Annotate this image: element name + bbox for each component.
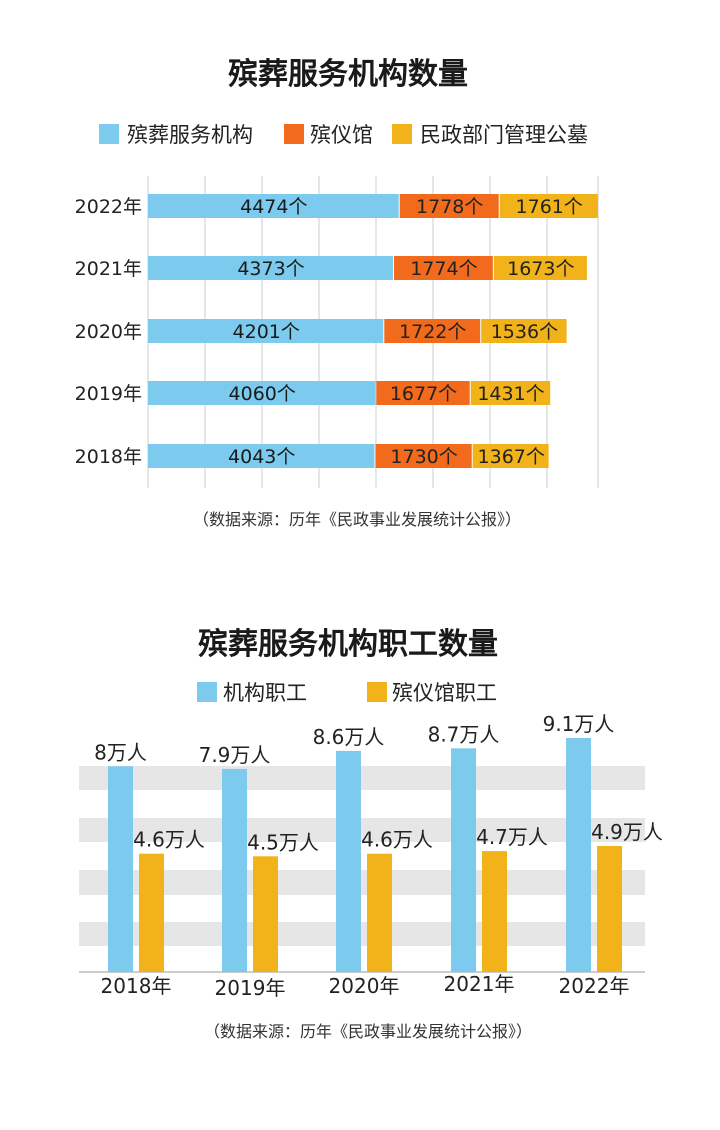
staff-count-chart: 殡葬服务机构职工数量 机构职工 殡仪馆职工 8万人 4.6万人 7.9万人 4.5万人… bbox=[79, 627, 663, 1041]
x-tick-label: 2020年 bbox=[329, 974, 400, 998]
institution-count-chart: 殡葬服务机构数量 殡葬服务机构 殡仪馆 民政部门管理公墓 2022年2021年2… bbox=[75, 57, 599, 529]
x-tick-label: 2022年 bbox=[559, 974, 630, 998]
bar bbox=[451, 748, 476, 972]
chart2-source-note: （数据来源：历年《民政事业发展统计公报》） bbox=[204, 1022, 532, 1041]
bar bbox=[482, 851, 507, 972]
value-label: 8.6万人 bbox=[313, 725, 385, 749]
x-tick-label: 2018年 bbox=[101, 974, 172, 998]
legend-swatch-funeral-home-staff bbox=[367, 682, 387, 702]
bar-segment bbox=[394, 256, 493, 280]
bar-segment bbox=[376, 381, 470, 405]
segment-label: 1431个 bbox=[477, 383, 544, 405]
chart1-row-labels: 2022年 2021年 2020年 2019年 2018年 bbox=[75, 196, 142, 468]
value-label: 4.6万人 bbox=[361, 828, 433, 852]
value-label: 4.9万人 bbox=[591, 820, 663, 844]
value-label: 4.7万人 bbox=[476, 825, 548, 849]
segment-label: 4060个 bbox=[229, 383, 296, 405]
chart2-value-labels: 8万人 4.6万人 7.9万人 4.5万人 8.6万人 4.6万人 8.7万人 4.7万人 9.… bbox=[94, 712, 663, 854]
bar-segment bbox=[472, 444, 549, 468]
background-band bbox=[79, 870, 645, 895]
segment-label: 4201个 bbox=[233, 321, 300, 343]
chart2-legend: 机构职工 殡仪馆职工 bbox=[197, 681, 497, 705]
row-label: 2019年 bbox=[75, 383, 142, 405]
row-label: 2020年 bbox=[75, 321, 142, 343]
row-label: 2018年 bbox=[75, 446, 142, 468]
chart2-x-labels: 2018年 2019年 2020年 2021年 2022年 bbox=[101, 972, 630, 1000]
value-label: 7.9万人 bbox=[199, 743, 271, 767]
bar-segment bbox=[148, 444, 375, 468]
chart2-background-bands bbox=[79, 766, 645, 946]
x-tick-label: 2021年 bbox=[444, 972, 515, 996]
segment-label: 4373个 bbox=[237, 258, 304, 280]
legend-label-cemeteries: 民政部门管理公墓 bbox=[420, 123, 588, 147]
bar-segment bbox=[384, 319, 481, 343]
background-band bbox=[79, 766, 645, 790]
bar-segment bbox=[499, 194, 598, 218]
segment-label: 1722个 bbox=[399, 321, 466, 343]
legend-label-institutions: 殡葬服务机构 bbox=[127, 123, 253, 147]
bar-segment bbox=[148, 194, 399, 218]
segment-label: 1367个 bbox=[478, 446, 545, 468]
value-label: 9.1万人 bbox=[543, 712, 615, 736]
x-tick-label: 2019年 bbox=[215, 976, 286, 1000]
chart2-bars bbox=[108, 738, 622, 972]
chart1-source-note: （数据来源：历年《民政事业发展统计公报》） bbox=[193, 510, 521, 529]
segment-label: 1673个 bbox=[507, 258, 574, 280]
row-label: 2021年 bbox=[75, 258, 142, 280]
segment-label: 4043个 bbox=[228, 446, 295, 468]
bar bbox=[139, 853, 164, 972]
legend-label-funeral-home-staff: 殡仪馆职工 bbox=[392, 681, 497, 705]
bar bbox=[367, 853, 392, 972]
bar bbox=[336, 750, 361, 972]
segment-label: 1730个 bbox=[390, 446, 457, 468]
bar-segment bbox=[399, 194, 499, 218]
segment-label: 1774个 bbox=[410, 258, 477, 280]
background-band bbox=[79, 818, 645, 842]
legend-label-funeral-homes: 殡仪馆 bbox=[310, 123, 373, 147]
bar bbox=[566, 738, 591, 972]
segment-label: 4474个 bbox=[240, 196, 307, 218]
bar-segment bbox=[148, 319, 384, 343]
background-band bbox=[79, 922, 645, 946]
segment-label: 1778个 bbox=[416, 196, 483, 218]
legend-swatch-staff bbox=[197, 682, 217, 702]
legend-swatch-institutions bbox=[99, 124, 119, 144]
chart1-legend: 殡葬服务机构 殡仪馆 民政部门管理公墓 bbox=[99, 123, 588, 147]
segment-label: 1677个 bbox=[390, 383, 457, 405]
legend-label-staff: 机构职工 bbox=[223, 681, 307, 705]
bar bbox=[108, 766, 133, 972]
bar-segment bbox=[375, 444, 472, 468]
bar-segment bbox=[148, 381, 376, 405]
chart1-bars bbox=[148, 194, 598, 468]
bar-segment bbox=[481, 319, 567, 343]
bar bbox=[597, 846, 622, 972]
row-label: 2022年 bbox=[75, 196, 142, 218]
value-label: 4.5万人 bbox=[247, 830, 319, 854]
legend-swatch-funeral-homes bbox=[284, 124, 304, 144]
bar-segment bbox=[470, 381, 551, 405]
segment-label: 1536个 bbox=[491, 321, 558, 343]
chart2-title: 殡葬服务机构职工数量 bbox=[198, 627, 498, 662]
bar bbox=[222, 768, 247, 972]
legend-swatch-cemeteries bbox=[392, 124, 412, 144]
bar bbox=[253, 856, 278, 972]
chart1-title: 殡葬服务机构数量 bbox=[228, 57, 468, 92]
bar-segment bbox=[148, 256, 393, 280]
value-label: 8万人 bbox=[94, 740, 147, 764]
value-label: 4.6万人 bbox=[133, 828, 205, 852]
segment-label: 1761个 bbox=[516, 196, 583, 218]
value-label: 8.7万人 bbox=[428, 722, 500, 746]
bar-segment bbox=[493, 256, 587, 280]
chart1-segment-labels: 4474个 1778个 1761个 4373个 1774个 1673个 4201个 1722个… bbox=[228, 196, 583, 468]
